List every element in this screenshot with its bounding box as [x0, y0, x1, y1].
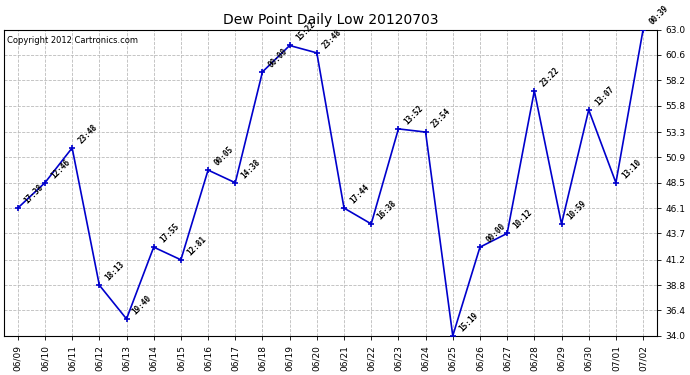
Text: 00:05: 00:05 [213, 145, 235, 167]
Text: 17:55: 17:55 [158, 222, 181, 245]
Text: 10:59: 10:59 [566, 198, 589, 221]
Text: 13:10: 13:10 [620, 157, 643, 180]
Text: 23:48: 23:48 [77, 122, 99, 145]
Text: Copyright 2012 Cartronics.com: Copyright 2012 Cartronics.com [8, 36, 139, 45]
Text: 12:81: 12:81 [185, 234, 208, 257]
Text: 17:44: 17:44 [348, 183, 371, 205]
Text: 15:19: 15:19 [457, 310, 480, 333]
Text: 19:40: 19:40 [130, 293, 153, 316]
Text: 13:52: 13:52 [402, 104, 425, 126]
Text: 13:07: 13:07 [593, 84, 615, 107]
Text: 23:48: 23:48 [321, 27, 344, 50]
Text: 16:38: 16:38 [375, 198, 398, 221]
Text: 23:54: 23:54 [430, 106, 453, 129]
Text: 00:00: 00:00 [266, 46, 289, 69]
Text: 10:12: 10:12 [511, 208, 534, 231]
Text: 23:22: 23:22 [538, 65, 561, 88]
Text: 00:39: 00:39 [647, 4, 670, 27]
Text: 18:13: 18:13 [104, 260, 126, 282]
Text: 00:00: 00:00 [484, 222, 507, 245]
Text: 15:22: 15:22 [294, 20, 317, 43]
Text: 12:46: 12:46 [49, 157, 72, 180]
Title: Dew Point Daily Low 20120703: Dew Point Daily Low 20120703 [223, 13, 438, 27]
Text: 17:38: 17:38 [22, 183, 45, 205]
Text: 14:38: 14:38 [239, 157, 262, 180]
